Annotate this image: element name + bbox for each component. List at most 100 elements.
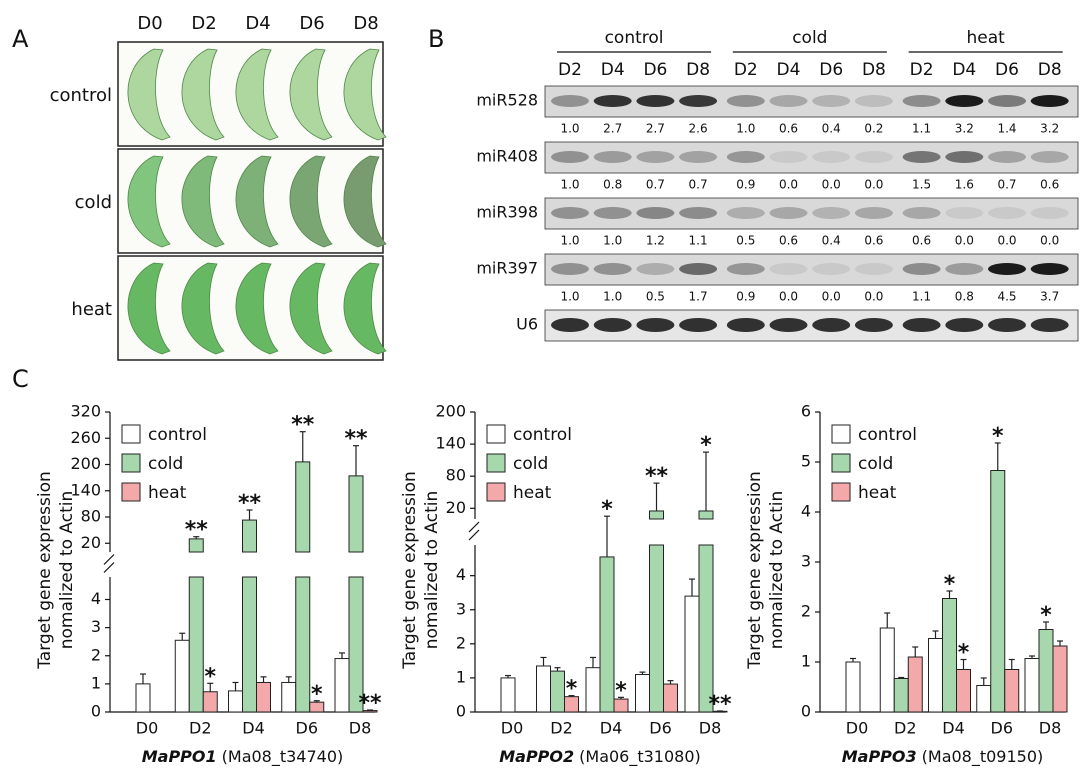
banana-browning — [181, 156, 224, 247]
band-quantity: 0.6 — [864, 234, 883, 248]
blot-band — [812, 207, 851, 219]
panel-label: A — [12, 25, 29, 53]
legend-label: cold — [858, 454, 893, 474]
bar — [1004, 669, 1020, 713]
blot-band — [945, 318, 984, 332]
significance: * — [566, 677, 578, 702]
bar — [893, 678, 909, 713]
band-quantity: 2.6 — [689, 122, 708, 136]
row-label: cold — [75, 192, 112, 213]
significance: ** — [358, 691, 382, 716]
bar — [242, 519, 257, 553]
band-quantity: 1.0 — [603, 234, 622, 248]
lane-label: D6 — [819, 60, 843, 80]
blot-band — [551, 151, 589, 163]
bar — [649, 544, 664, 713]
blot-strip — [544, 141, 1079, 174]
significance: * — [615, 678, 627, 703]
banana — [181, 155, 225, 248]
blot-band — [551, 207, 589, 219]
legend-label: heat — [858, 483, 897, 503]
blot-band — [636, 263, 675, 275]
blot-band — [551, 263, 589, 275]
blot-band — [636, 151, 675, 163]
blot-band — [812, 95, 851, 107]
bar — [1052, 645, 1068, 713]
chart-title: MaPPO3 (Ma08_t09150) — [842, 747, 1044, 767]
y-tick-label: 4 — [801, 502, 811, 521]
band-quantity: 0.6 — [779, 122, 798, 136]
band-quantity: 1.5 — [912, 178, 931, 192]
band-quantity: 1.2 — [646, 234, 665, 248]
y-tick-label: 140 — [435, 434, 466, 453]
lane-label: D6 — [643, 60, 667, 80]
blot-band — [593, 318, 632, 332]
bar — [684, 595, 700, 713]
lane-label: D4 — [777, 60, 801, 80]
significance: * — [204, 664, 216, 689]
blot-band — [1030, 318, 1069, 332]
x-tick-label: D0 — [136, 719, 159, 738]
bar — [256, 681, 271, 713]
band-quantity: 0.5 — [646, 290, 665, 304]
bar — [536, 665, 551, 713]
blot-band — [1030, 207, 1069, 219]
bar — [135, 683, 151, 713]
bar — [188, 576, 204, 713]
banana — [127, 262, 171, 355]
band-quantity: 1.4 — [997, 122, 1016, 136]
blot-band — [854, 263, 893, 275]
blot-row-label: U6 — [516, 315, 538, 334]
band-quantity: 1.0 — [736, 122, 755, 136]
band-quantity: 0.6 — [1040, 178, 1059, 192]
bar — [228, 690, 243, 713]
y-tick-label: 200 — [435, 402, 466, 421]
y-tick-label: 0 — [801, 702, 811, 721]
lane-label: D4 — [952, 60, 976, 80]
blot-band — [988, 263, 1026, 275]
band-quantity: 0.0 — [822, 178, 841, 192]
y-tick-label: 4 — [91, 589, 101, 608]
y-tick-label: 140 — [70, 480, 101, 499]
axis-break — [468, 529, 480, 541]
blot-band — [769, 151, 808, 163]
bar — [585, 667, 601, 713]
banana-browning — [289, 156, 332, 247]
legend-label: control — [148, 425, 207, 445]
blot-band — [902, 151, 941, 163]
y-axis-label: nomalized to Actin — [767, 491, 787, 650]
banana — [289, 48, 333, 141]
banana — [235, 262, 279, 355]
blot-band — [679, 318, 718, 332]
row-label: control — [50, 85, 112, 106]
y-tick-label: 6 — [801, 402, 811, 421]
banana — [343, 155, 387, 248]
band-quantity: 0.2 — [864, 122, 883, 136]
x-tick-label: D6 — [296, 719, 319, 738]
band-quantity: 0.0 — [779, 290, 798, 304]
band-quantity: 3.2 — [955, 122, 974, 136]
legend-swatch — [831, 482, 851, 502]
bar — [295, 461, 311, 553]
band-quantity: 0.4 — [822, 122, 841, 136]
blot-band — [1030, 95, 1069, 107]
blot-band — [726, 318, 765, 332]
blot-band — [726, 263, 765, 275]
bar — [928, 638, 943, 713]
blot-band — [854, 95, 893, 107]
column-label: D2 — [191, 13, 216, 34]
group-label: cold — [792, 28, 827, 48]
band-quantity: 0.0 — [997, 234, 1016, 248]
bar — [942, 598, 957, 713]
y-tick-label: 200 — [70, 454, 101, 473]
y-tick-label: 260 — [70, 428, 101, 447]
blot-band — [593, 151, 632, 163]
bar — [907, 656, 923, 713]
column-label: D4 — [245, 13, 270, 34]
legend-label: control — [858, 425, 917, 445]
blot-band — [593, 207, 632, 219]
x-tick-label: D2 — [550, 719, 573, 738]
y-tick-label: 320 — [70, 402, 101, 421]
banana — [289, 155, 333, 248]
y-axis-label: Target gene expression — [400, 471, 420, 670]
